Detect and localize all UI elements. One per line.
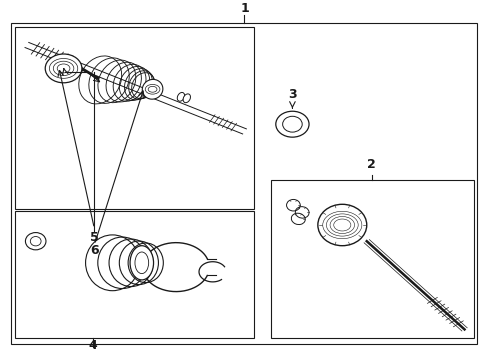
- Text: 2: 2: [366, 158, 375, 171]
- Bar: [11, 23, 476, 344]
- Ellipse shape: [25, 233, 46, 250]
- Bar: [271, 180, 473, 338]
- Ellipse shape: [130, 246, 153, 280]
- Ellipse shape: [142, 80, 163, 99]
- Ellipse shape: [317, 204, 366, 246]
- Ellipse shape: [135, 252, 148, 274]
- Ellipse shape: [275, 111, 308, 137]
- Bar: [15, 27, 254, 209]
- Text: 6: 6: [90, 244, 99, 257]
- Text: 1: 1: [240, 3, 248, 15]
- Text: 3: 3: [287, 88, 296, 101]
- Bar: [15, 211, 254, 338]
- Text: 5: 5: [90, 231, 99, 244]
- Ellipse shape: [183, 94, 190, 103]
- Ellipse shape: [30, 237, 41, 246]
- Ellipse shape: [282, 116, 302, 132]
- Ellipse shape: [45, 54, 82, 83]
- Text: 4: 4: [88, 339, 97, 352]
- Ellipse shape: [177, 93, 184, 101]
